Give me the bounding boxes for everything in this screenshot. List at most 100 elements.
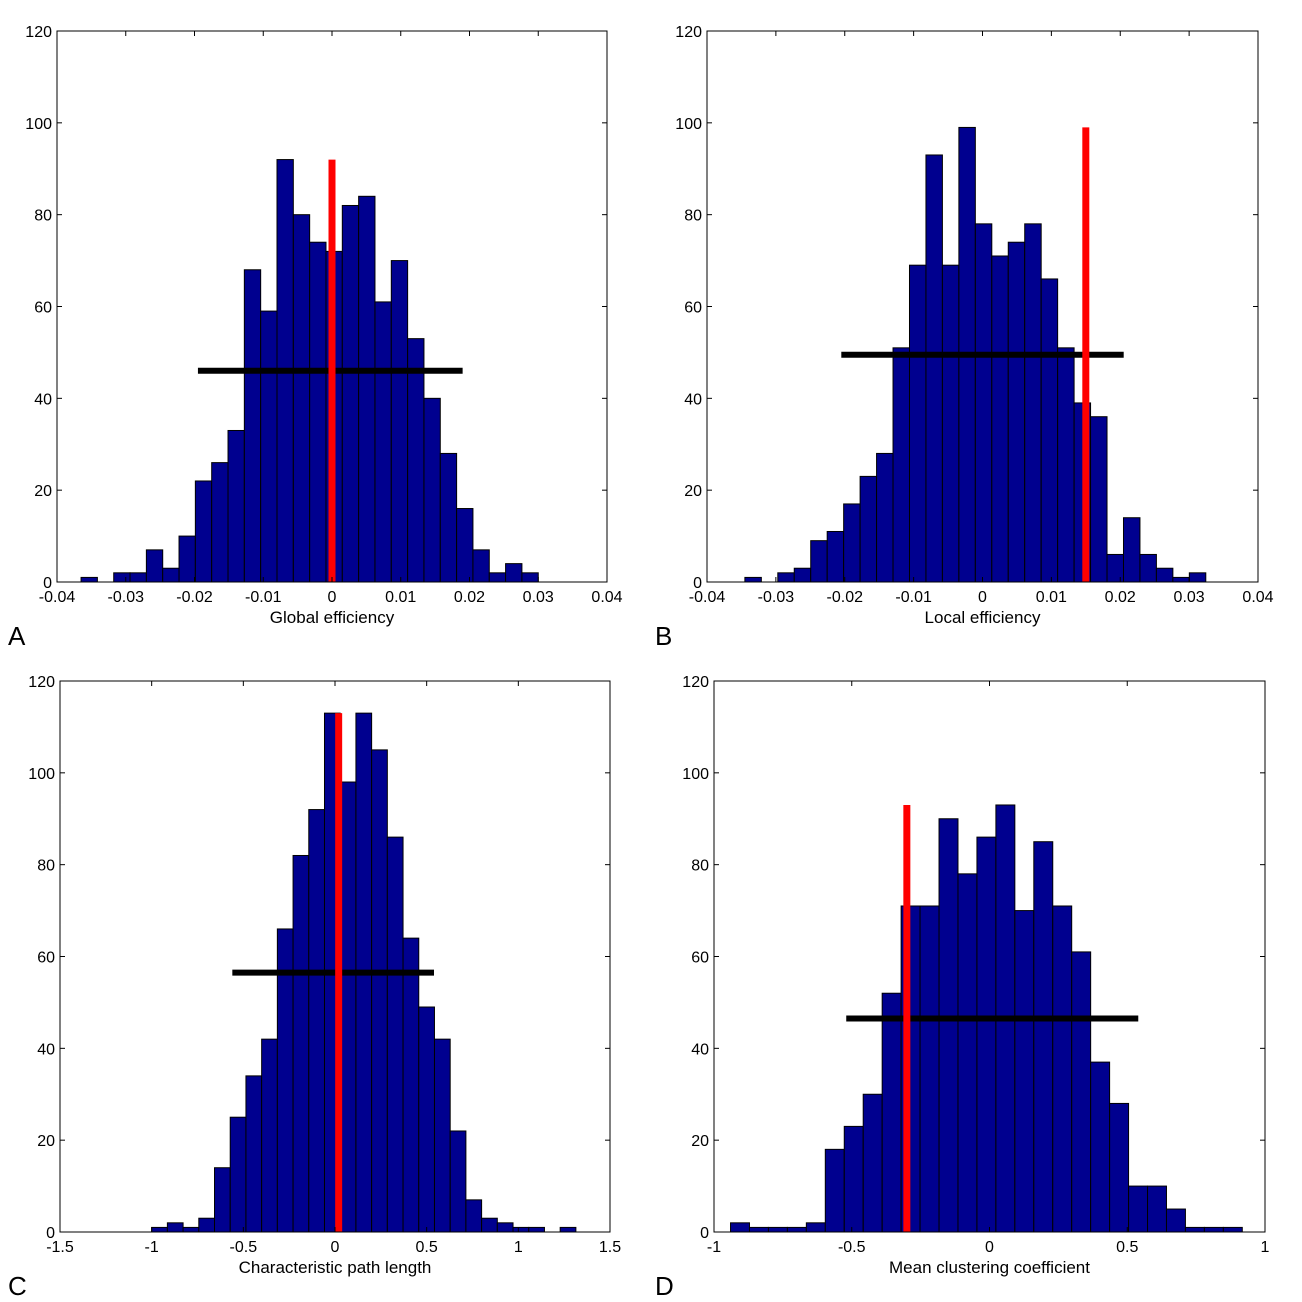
panel-letter: C (8, 1271, 27, 1301)
histogram-bar (423, 397, 441, 583)
panel-b: -0.04 -0.03 -0.02 -0.01 0 0.01 0.02 0.03 0.04 0 20… (655, 24, 1274, 651)
y-tick-label: 20 (691, 1133, 709, 1150)
histogram-bar (1106, 553, 1124, 583)
x-tick-label: 0.03 (523, 589, 554, 606)
x-tick-label: 1 (514, 1239, 523, 1256)
histogram-bar (793, 567, 812, 583)
histogram-bar (1090, 1061, 1111, 1233)
axes: -1 -0.5 0 0.5 1 0 20 40 60 80 100 120 (682, 674, 1269, 1256)
histogram-bar (1109, 1102, 1130, 1233)
x-tick-label: -0.5 (230, 1239, 258, 1256)
histogram-bar (1040, 278, 1059, 583)
histogram-bar (1139, 553, 1157, 583)
histogram-bar (211, 462, 229, 583)
histogram-bar (925, 154, 943, 583)
histogram-bar (957, 873, 978, 1233)
histogram-bar (371, 749, 388, 1233)
y-tick-label: 0 (700, 1225, 709, 1242)
x-tick-label: 0.02 (454, 589, 485, 606)
y-tick-label: 120 (675, 24, 702, 41)
histogram-bar (439, 452, 458, 583)
y-tick-label: 80 (34, 208, 52, 225)
histogram-bar (1052, 905, 1073, 1233)
y-tick-label: 0 (46, 1225, 55, 1242)
histogram-bar (521, 572, 539, 583)
x-tick-label: 0.02 (1105, 589, 1136, 606)
histogram-bar (1090, 416, 1108, 583)
x-axis-label: Global efficiency (270, 608, 395, 627)
histogram-bar (1071, 951, 1092, 1233)
y-tick-label: 40 (684, 391, 702, 408)
histogram-bar (1172, 576, 1190, 583)
y-tick-label: 120 (28, 674, 55, 691)
histogram-bar (339, 781, 357, 1233)
y-tick-label: 100 (28, 766, 55, 783)
histogram-bar (1203, 1226, 1224, 1233)
histogram-bar (843, 503, 861, 583)
histogram-bar (748, 1226, 769, 1233)
histogram-bar (991, 255, 1009, 583)
y-tick-label: 20 (34, 483, 52, 500)
histogram-bar (145, 549, 164, 583)
x-axis-label: Characteristic path length (239, 1258, 432, 1277)
histogram-bar (496, 1222, 514, 1233)
x-tick-label: 0.04 (591, 589, 622, 606)
histogram-bar (308, 809, 325, 1233)
y-tick-label: 60 (691, 950, 709, 967)
histogram-bar (919, 905, 940, 1233)
y-tick-label: 120 (682, 674, 709, 691)
histogram-bar (488, 572, 507, 583)
histogram-bar (129, 572, 147, 583)
histogram-bar (876, 452, 894, 583)
histogram-bar (374, 301, 392, 583)
x-tick-label: 0 (331, 1239, 340, 1256)
histogram-bar (1155, 567, 1174, 583)
histogram-bar (309, 241, 327, 583)
histogram-bar (1007, 241, 1026, 583)
histogram-bar (767, 1226, 788, 1233)
histogram-bar (214, 1167, 231, 1233)
x-tick-label: 1 (1261, 1239, 1270, 1256)
axes: -1.5 -1 -0.5 0 0.5 1 1.5 0 20 40 60 80 100 120 (28, 674, 621, 1256)
histogram-bar (1184, 1226, 1205, 1233)
y-tick-label: 100 (682, 766, 709, 783)
histogram-bar (908, 264, 927, 583)
histogram-bar (777, 572, 795, 583)
histogram-bar (260, 310, 278, 583)
y-tick-label: 60 (37, 950, 55, 967)
histogram-bar (805, 1222, 826, 1233)
x-tick-label: 0.01 (1036, 589, 1067, 606)
histogram-bar (881, 992, 902, 1233)
x-tick-label: -0.02 (176, 589, 213, 606)
x-tick-label: -0.04 (39, 589, 76, 606)
x-tick-label: -0.01 (895, 589, 932, 606)
histogram-bar (456, 508, 474, 583)
panel-letter: A (8, 621, 26, 651)
histogram-bar (1188, 572, 1207, 583)
y-tick-label: 100 (25, 116, 52, 133)
x-tick-label: 0.5 (416, 1239, 438, 1256)
histogram-bar (465, 1199, 483, 1233)
histogram-bar (261, 1038, 278, 1233)
panel-c: -1.5 -1 -0.5 0 0.5 1 1.5 0 20 40 60 80 100 120 Charac… (8, 674, 621, 1301)
y-tick-label: 60 (34, 300, 52, 317)
y-tick-label: 60 (684, 300, 702, 317)
histogram-bar (113, 572, 131, 583)
histogram-bar (390, 260, 409, 583)
x-tick-label: -0.04 (689, 589, 726, 606)
histogram-bar (194, 480, 213, 583)
histogram-bar (559, 1226, 577, 1233)
histogram-bar (1147, 1185, 1167, 1233)
histogram-bar (1165, 1208, 1186, 1233)
x-tick-label: 0 (978, 589, 987, 606)
panel-a: -0.04 -0.03 -0.02 -0.01 0 0.01 0.02 0.03 0.04 0 20… (8, 24, 623, 651)
histogram-bar (227, 429, 245, 583)
y-tick-label: 80 (37, 858, 55, 875)
y-tick-label: 40 (691, 1041, 709, 1058)
histogram-bars (744, 126, 1207, 583)
y-tick-label: 20 (37, 1133, 55, 1150)
histogram-bar (1222, 1226, 1243, 1233)
markers (846, 804, 1139, 1232)
x-tick-label: -1.5 (46, 1239, 74, 1256)
